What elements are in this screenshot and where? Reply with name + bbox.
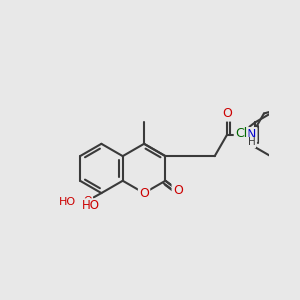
Text: O: O [173,184,183,196]
Text: HO: HO [59,197,76,207]
Text: O: O [83,196,92,206]
Text: O: O [222,107,232,120]
Text: N: N [247,128,256,141]
Text: O: O [139,187,149,200]
Text: Cl: Cl [235,127,247,140]
Text: HO: HO [82,199,100,212]
Text: H: H [248,137,256,148]
